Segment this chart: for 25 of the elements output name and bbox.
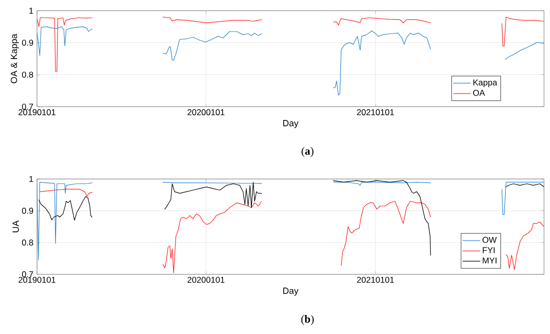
y-tick-label: 0.7 [22, 104, 34, 110]
y-axis-title: OA & Kappa [10, 34, 19, 84]
text: (b) [301, 315, 314, 325]
text: (a) [302, 147, 314, 157]
x-axis-title: Day [283, 288, 298, 296]
legend-label: MYI [482, 258, 496, 264]
x-tick-label: 20210101 [357, 109, 394, 116]
x-tick-label: 20200101 [188, 276, 224, 283]
x-tick-label: 20210101 [357, 276, 394, 283]
x-tick-label: 20200101 [188, 109, 224, 116]
y-tick-label: 1 [29, 176, 34, 182]
y-tick-label: 0.8 [22, 240, 34, 246]
x-axis-title: Day [283, 120, 298, 128]
y-tick-label: 1 [29, 8, 34, 14]
legend-label: Kappa [473, 80, 498, 88]
y-tick-label: 0.9 [22, 208, 34, 214]
y-tick-label: 0.8 [22, 72, 34, 78]
x-tick-label: 20190101 [18, 276, 56, 283]
y-tick-label: 0.9 [22, 40, 34, 46]
legend-label: OA [473, 90, 485, 96]
y-axis-title: UA [12, 220, 19, 232]
y-tick-label: 0.7 [22, 271, 34, 278]
x-tick-label: 20190101 [18, 109, 56, 116]
legend-label: FYI [482, 247, 495, 254]
legend-label: OW [482, 236, 497, 243]
